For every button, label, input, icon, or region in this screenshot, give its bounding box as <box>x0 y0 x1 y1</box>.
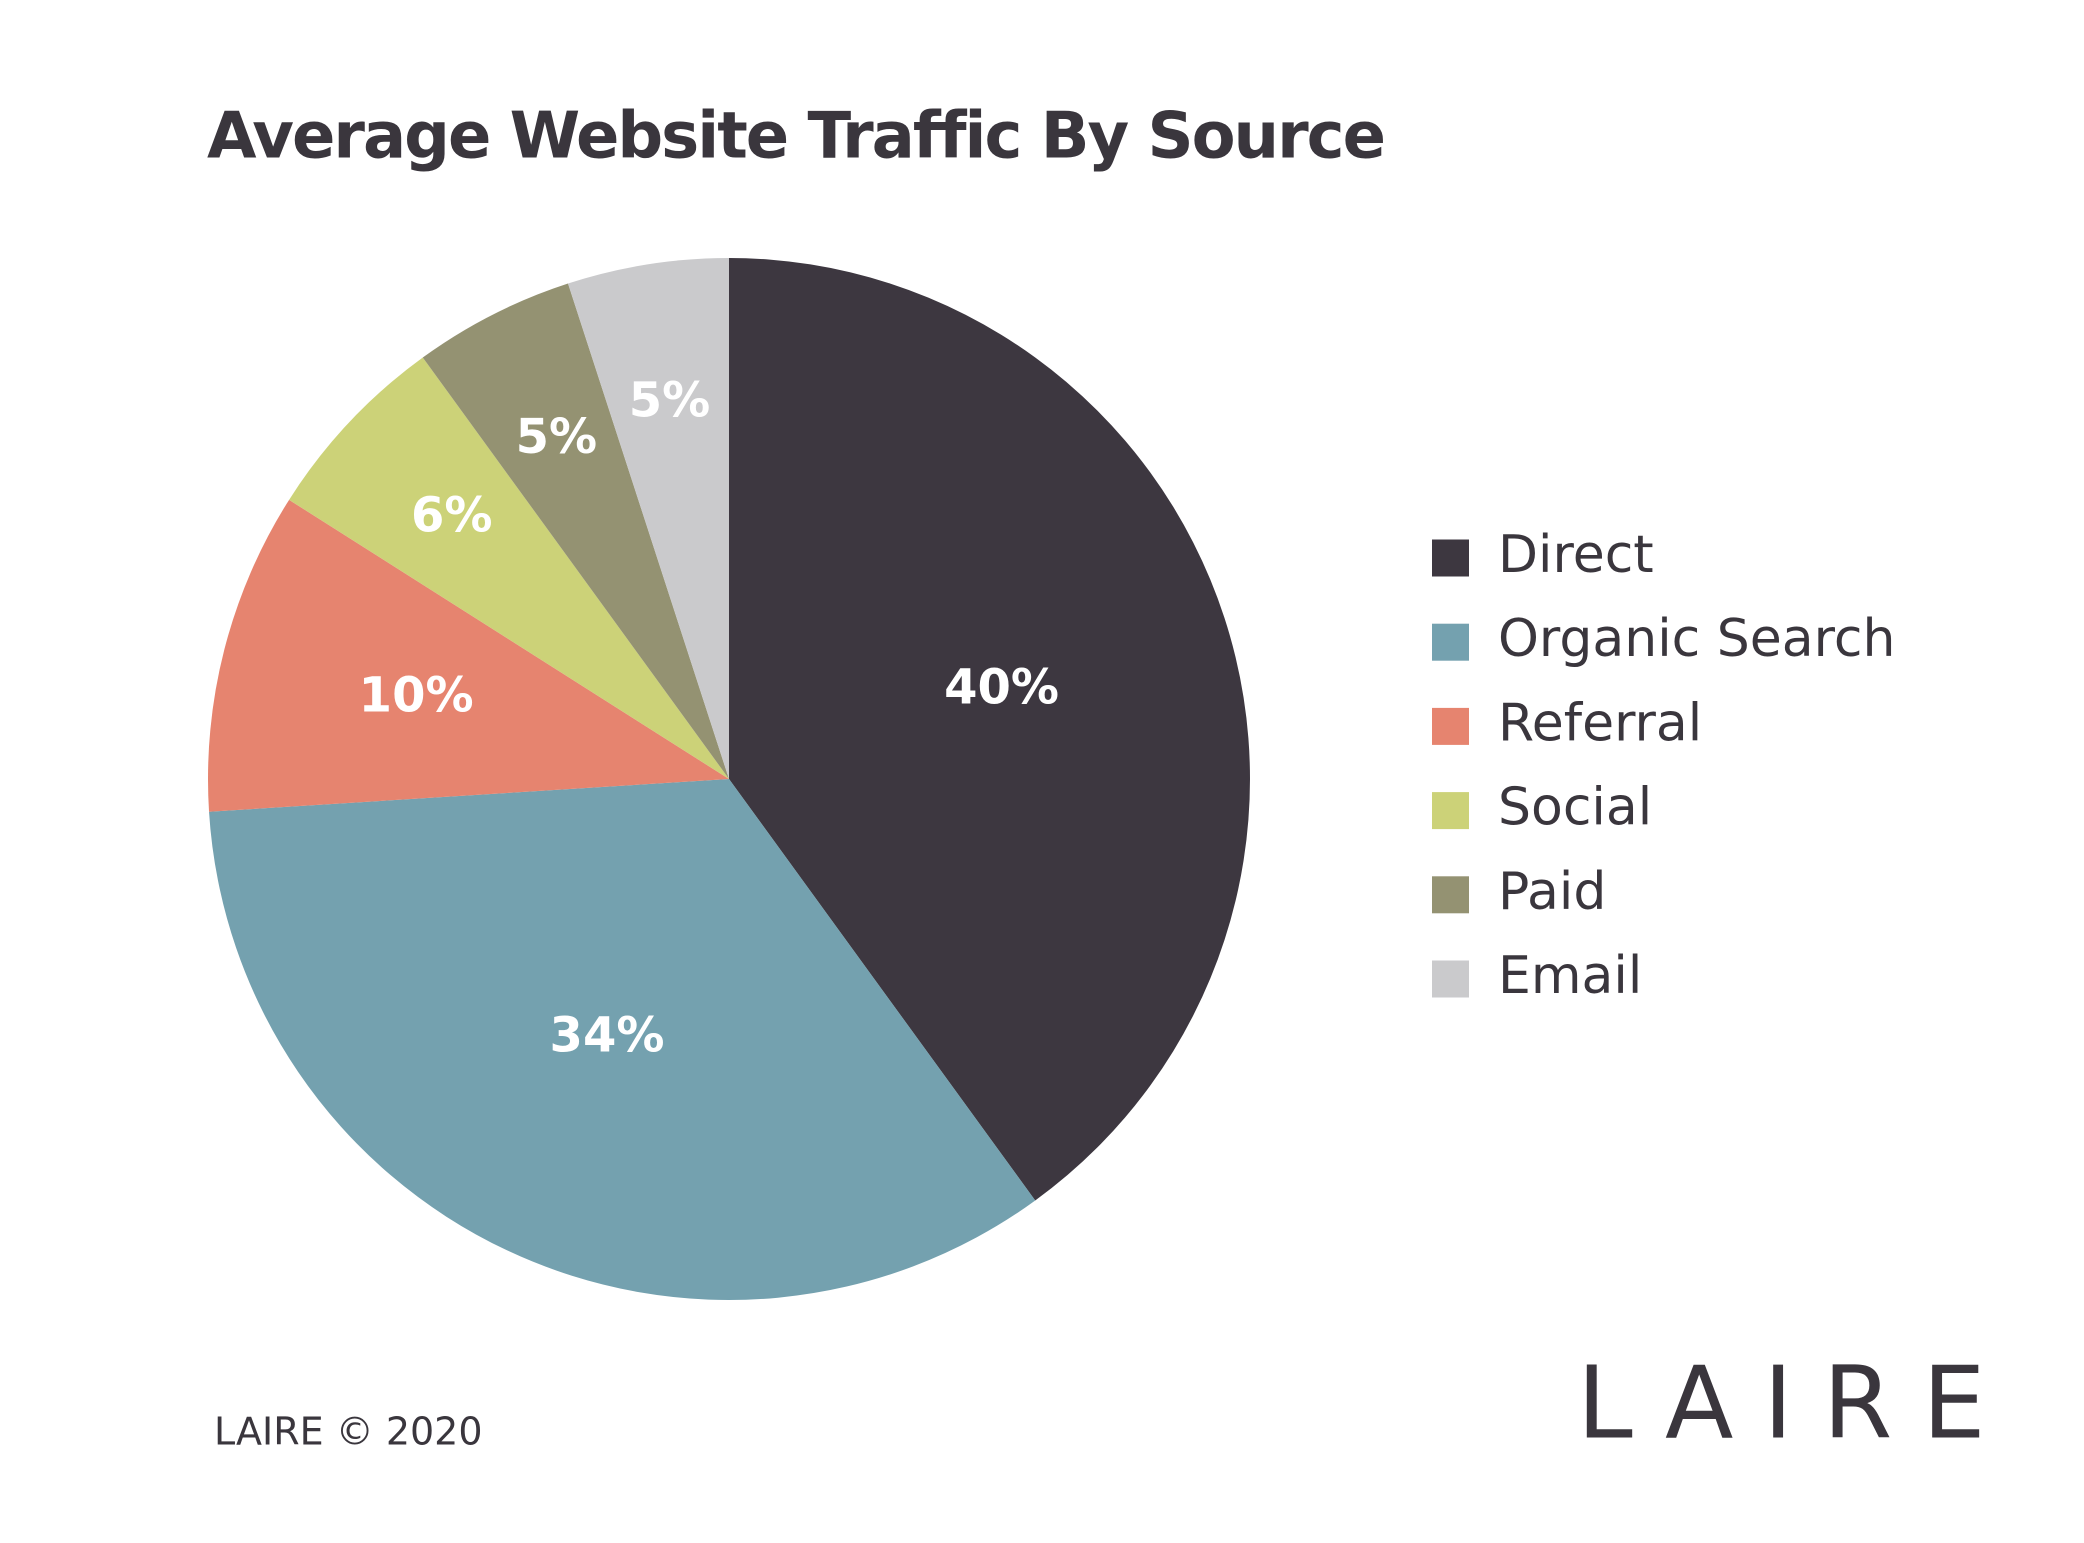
legend-text: Direct <box>1498 525 1654 585</box>
legend-swatch <box>1432 623 1469 661</box>
pie-slice <box>208 499 730 812</box>
legend-swatch <box>1432 792 1469 830</box>
legend-swatch <box>1432 539 1469 577</box>
legend-swatch <box>1432 960 1469 998</box>
legend-text: Email <box>1498 946 1642 1006</box>
pie-slice <box>568 258 729 779</box>
footer: LAIRE © 2020 <box>214 1410 483 1454</box>
logo: LAIRE <box>1577 1344 2016 1461</box>
pie-slice <box>422 283 729 779</box>
pie-slice <box>289 357 729 779</box>
slice-label: 10% <box>359 668 474 724</box>
pie-slice <box>209 779 1036 1300</box>
chart-title: Average Website Traffic By Source <box>207 100 1384 174</box>
slice-label: 5% <box>516 409 598 465</box>
pie-slice <box>729 258 1250 1201</box>
slice-label: 6% <box>411 488 493 544</box>
legend-text: Social <box>1498 778 1652 838</box>
legend-swatch <box>1432 707 1469 745</box>
slice-label: 40% <box>944 659 1059 715</box>
legend-text: Organic Search <box>1498 609 1895 669</box>
slice-label: 5% <box>629 372 711 428</box>
legend-text: Referral <box>1498 693 1702 753</box>
legend-text: Paid <box>1498 862 1606 922</box>
slice-label: 34% <box>550 1007 665 1063</box>
legend-swatch <box>1432 876 1469 914</box>
